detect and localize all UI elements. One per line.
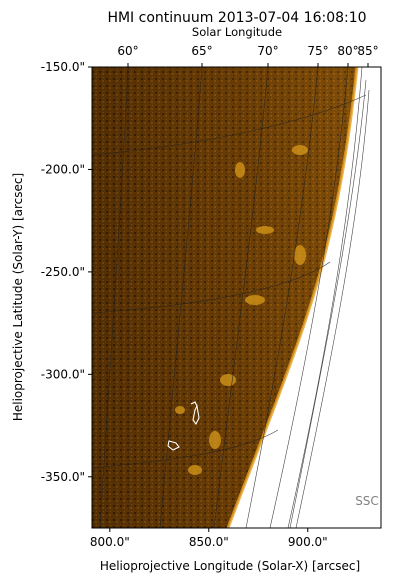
top-tick-label: 70° <box>257 44 278 58</box>
top-tick-label: 85° <box>357 44 378 58</box>
facular-brightenings <box>175 145 308 475</box>
y-tick-label: -250.0" <box>41 265 85 279</box>
y-tick-label: -300.0" <box>41 367 85 381</box>
chart-title: HMI continuum 2013-07-04 16:08:10 <box>107 10 366 26</box>
top-tick-label: 75° <box>307 44 328 58</box>
x-tick-label: 850.0" <box>189 535 229 549</box>
ssc-annotation: SSC <box>355 494 379 508</box>
y-tick-label: -150.0" <box>41 60 85 74</box>
x-axis-label: Helioprojective Longitude (Solar-X) [arc… <box>100 559 360 573</box>
top-tick-label: 80° <box>337 44 358 58</box>
y-axis: -150.0" -200.0" -250.0" -300.0" -350.0" <box>41 60 92 484</box>
coordinate-grid <box>92 67 370 528</box>
limb-bright-edge <box>226 67 359 528</box>
x-tick-label: 900.0" <box>288 535 328 549</box>
x-tick-label: 800.0" <box>90 535 130 549</box>
y-tick-label: -200.0" <box>41 162 85 176</box>
x-axis: 800.0" 850.0" 900.0" <box>90 528 328 549</box>
top-axis-label: Solar Longitude <box>192 25 282 39</box>
top-tick-label: 65° <box>191 44 212 58</box>
y-axis-label: Helioprojective Latitude (Solar-Y) [arcs… <box>11 173 25 421</box>
plot-image <box>92 67 370 528</box>
top-axis: 60° 65° 70° 75° 80°85° <box>117 44 379 67</box>
plot-frame <box>91 66 382 529</box>
sunspot-contours <box>167 401 200 451</box>
top-tick-label: 60° <box>117 44 138 58</box>
y-tick-label: -350.0" <box>41 470 85 484</box>
